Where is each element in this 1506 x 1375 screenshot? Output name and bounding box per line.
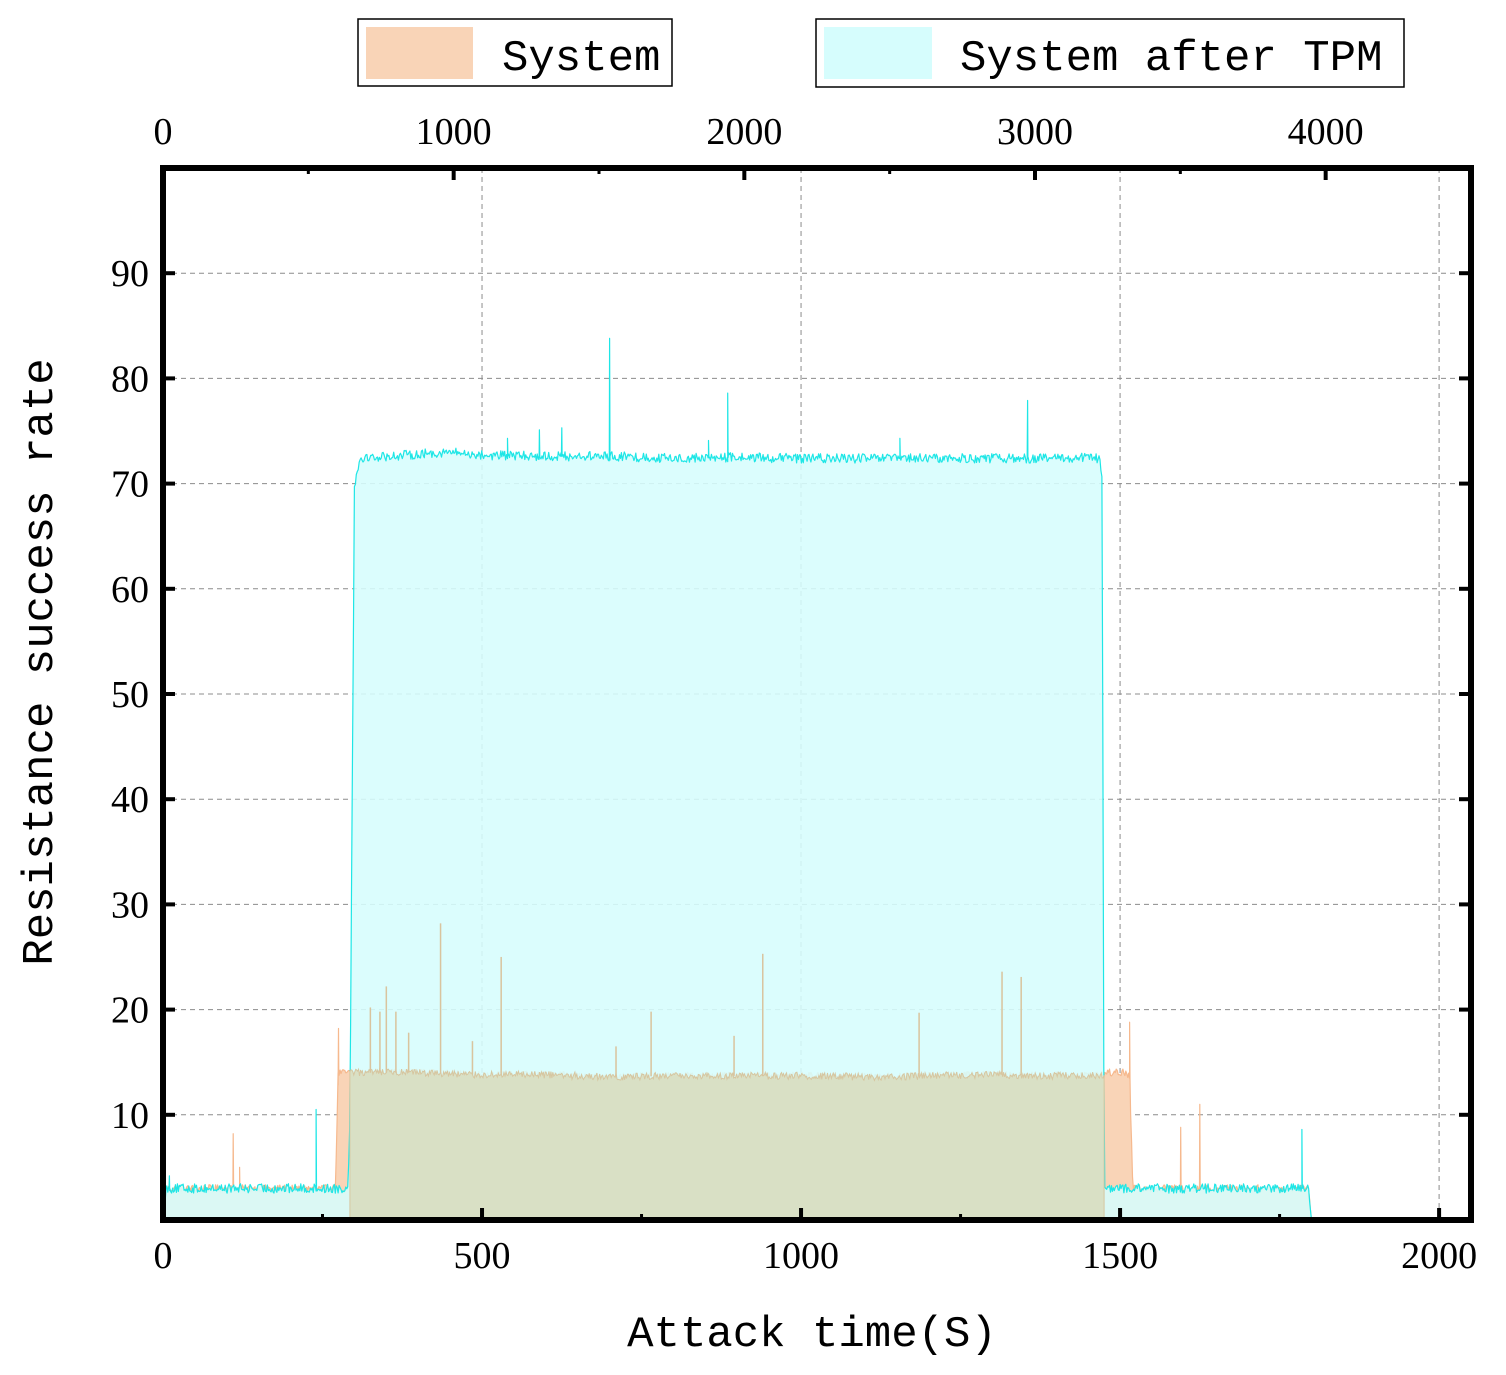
series-overlap-area bbox=[349, 1067, 1105, 1221]
y-tick-label-0: 10 bbox=[111, 1095, 149, 1137]
x-axis-title: Attack time(S) bbox=[627, 1310, 997, 1360]
y-tick-label-5: 60 bbox=[111, 569, 149, 611]
legend-entry-system-after-tpm: System after TPM bbox=[815, 18, 1405, 88]
y-tick-label-3: 40 bbox=[111, 779, 149, 821]
y-tick-label-4: 50 bbox=[111, 674, 149, 716]
x-tick-label-2: 1000 bbox=[763, 1235, 839, 1277]
y-tick-label-2: 30 bbox=[111, 884, 149, 926]
legend-swatch-system-after-tpm bbox=[824, 27, 932, 79]
axis-ticks bbox=[161, 168, 1473, 1220]
y-axis-title: Resistance success rate bbox=[16, 358, 66, 965]
y-tick-label-8: 90 bbox=[111, 253, 149, 295]
x2-tick-label-0: 0 bbox=[154, 111, 173, 153]
series-area-1 bbox=[163, 338, 1312, 1220]
series-1 bbox=[162, 337, 1313, 1221]
y-tick-label-1: 20 bbox=[111, 990, 149, 1032]
x2-tick-label-4: 4000 bbox=[1288, 111, 1364, 153]
tick-labels: 0 500 1000 1500 2000 0 1000 2000 3000 4000 10 20 30 4… bbox=[111, 111, 1477, 1277]
x-tick-label-3: 1500 bbox=[1082, 1235, 1158, 1277]
legend-swatch-system bbox=[366, 27, 473, 79]
x-tick-label-0: 0 bbox=[154, 1235, 173, 1277]
x-tick-label-4: 2000 bbox=[1401, 1235, 1477, 1277]
series-layer bbox=[162, 337, 1313, 1221]
y-tick-label-7: 80 bbox=[111, 358, 149, 400]
legend-label-system-after-tpm: System after TPM bbox=[960, 34, 1382, 84]
x2-tick-label-2: 2000 bbox=[706, 111, 782, 153]
x-tick-label-1: 500 bbox=[454, 1235, 511, 1277]
legend: System System after TPM bbox=[357, 18, 1405, 88]
x2-tick-label-1: 1000 bbox=[416, 111, 492, 153]
y-tick-label-6: 70 bbox=[111, 464, 149, 506]
legend-label-system: System bbox=[502, 34, 660, 84]
x2-tick-label-3: 3000 bbox=[997, 111, 1073, 153]
series-line-1 bbox=[162, 337, 1313, 1221]
legend-entry-system: System bbox=[357, 18, 673, 87]
